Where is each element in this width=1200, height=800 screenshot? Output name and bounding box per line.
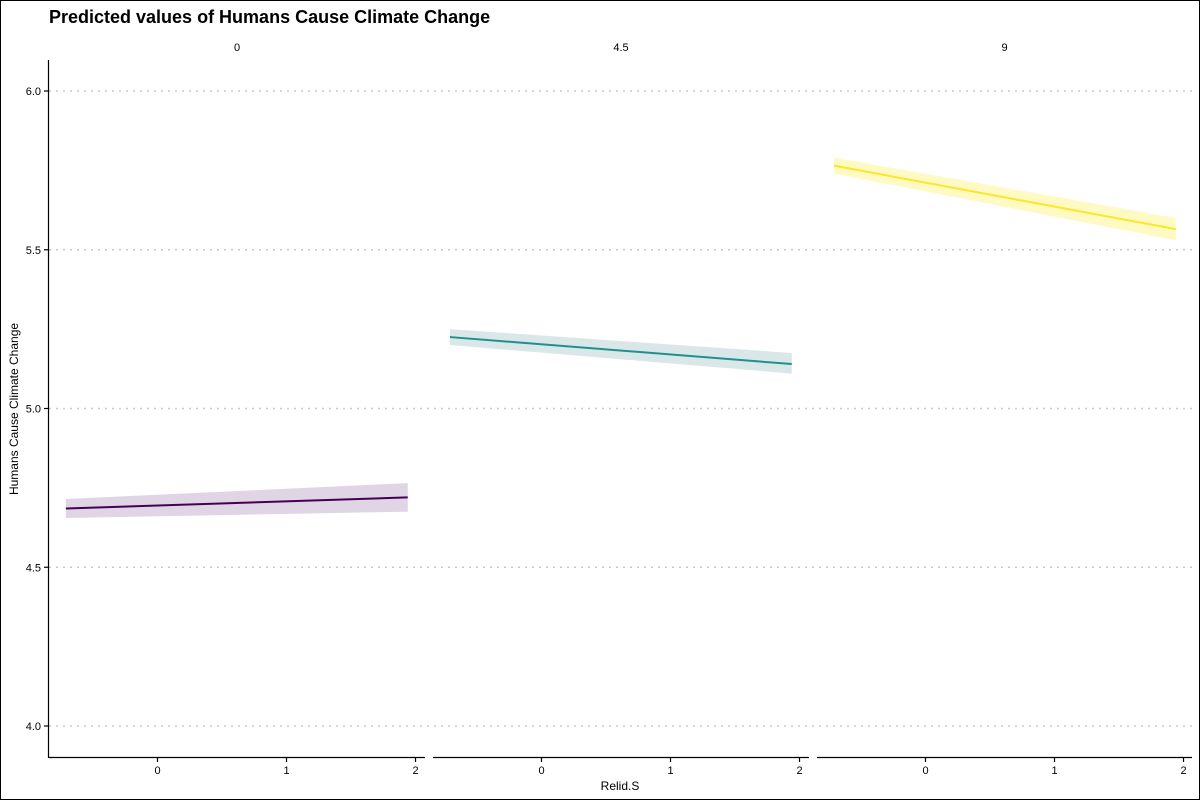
facet-panel: 9 0 1 2 bbox=[817, 42, 1192, 777]
x-tick-label: 0 bbox=[922, 765, 928, 777]
x-tick-label: 0 bbox=[154, 765, 160, 777]
prediction-line bbox=[833, 164, 1176, 231]
y-tick-label: 4.5 bbox=[26, 562, 41, 574]
chart-panels: 0 0 1 2 4.5 0 1 2 9 0 1 2 bbox=[49, 42, 1192, 777]
facet-strip-label: 9 bbox=[1001, 42, 1007, 54]
prediction-line bbox=[449, 336, 792, 366]
x-tick-label: 1 bbox=[667, 765, 673, 777]
chart-title: Predicted values of Humans Cause Climate… bbox=[49, 7, 490, 27]
x-axis-label: Relid.S bbox=[601, 779, 640, 793]
y-tick-label: 4.0 bbox=[26, 721, 41, 733]
y-tick-label: 5.5 bbox=[26, 245, 41, 257]
facet-strip-label: 4.5 bbox=[613, 42, 628, 54]
facet-strip-label: 0 bbox=[234, 42, 240, 54]
x-tick-label: 1 bbox=[1051, 765, 1057, 777]
x-tick-label: 2 bbox=[1180, 765, 1186, 777]
facet-panel: 0 0 1 2 bbox=[49, 42, 425, 777]
x-tick-label: 0 bbox=[538, 765, 544, 777]
facet-panel: 4.5 0 1 2 bbox=[433, 42, 809, 777]
x-tick-label: 2 bbox=[412, 765, 418, 777]
y-gridlines bbox=[49, 90, 1192, 727]
y-axis-label: Humans Cause Climate Change bbox=[7, 323, 21, 495]
y-axis-ticks: 4.0 4.5 5.0 5.5 6.0 bbox=[26, 86, 49, 733]
confidence-band bbox=[833, 157, 1176, 241]
prediction-line bbox=[65, 496, 408, 510]
x-tick-label: 2 bbox=[796, 765, 802, 777]
confidence-band bbox=[65, 483, 408, 519]
y-tick-label: 5.0 bbox=[26, 404, 41, 416]
y-tick-label: 6.0 bbox=[26, 86, 41, 98]
x-tick-label: 1 bbox=[283, 765, 289, 777]
